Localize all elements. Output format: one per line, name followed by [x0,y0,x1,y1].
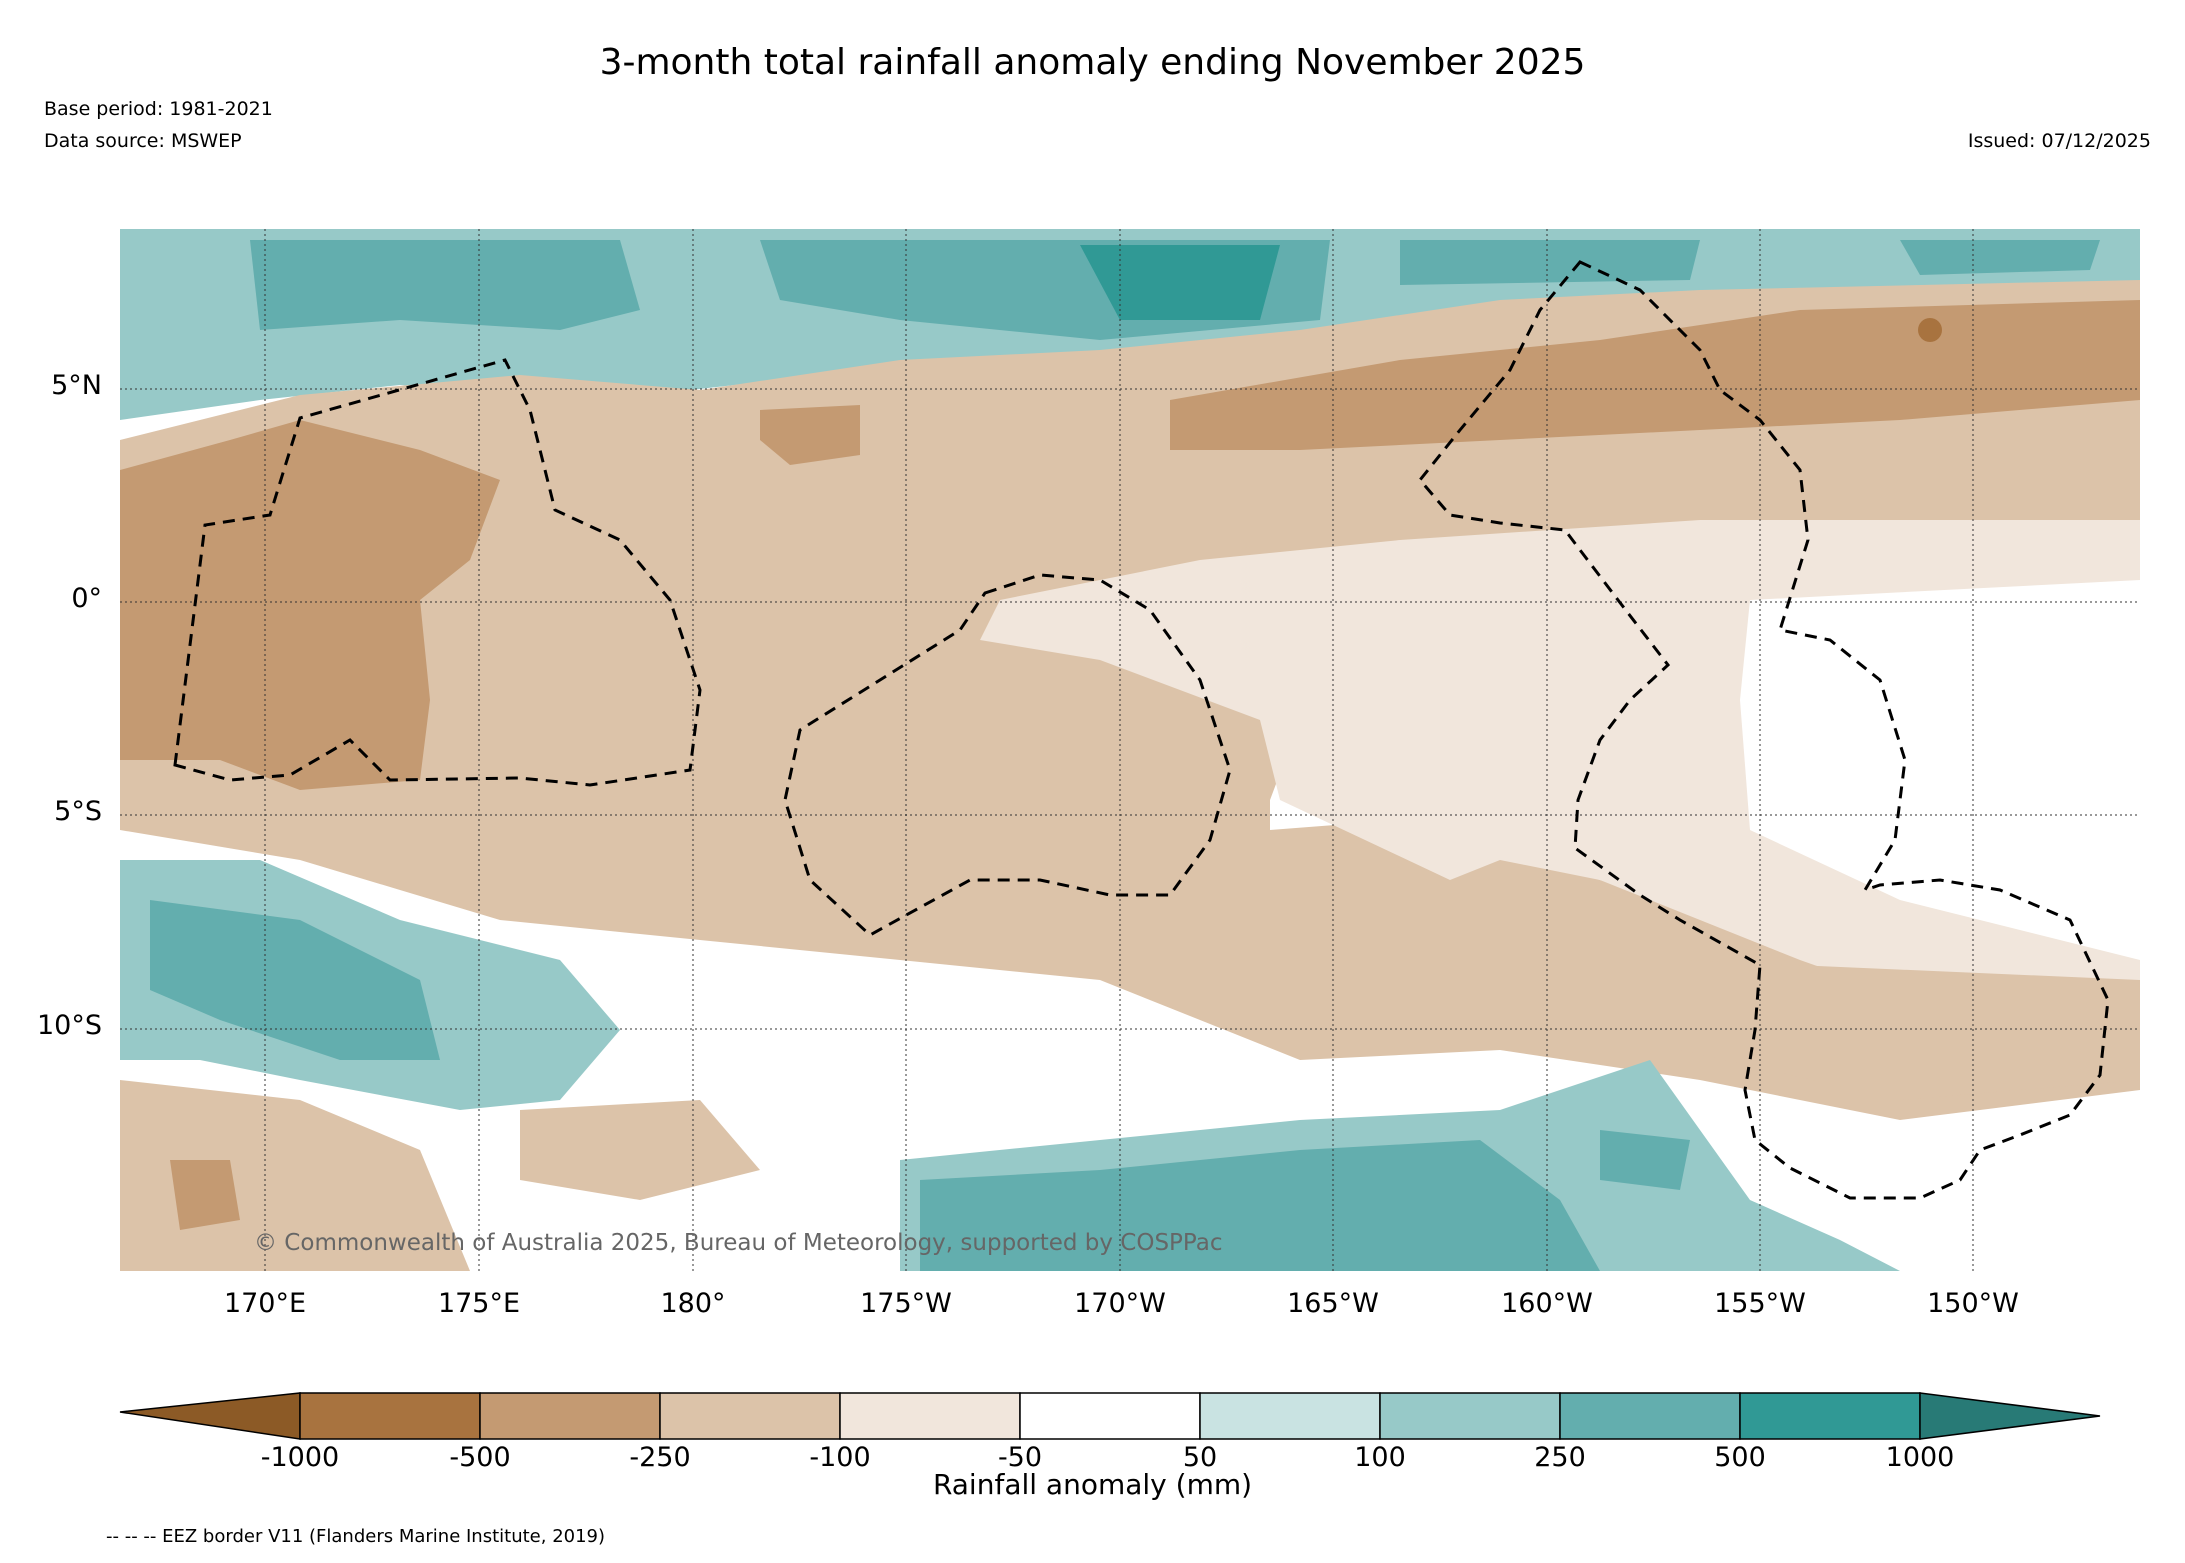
colorbar-tick: 250 [1534,1442,1586,1473]
issued-date: Issued: 07/12/2025 [1967,130,2151,152]
lon-label: 170°E [223,1288,307,1319]
lon-label: 165°W [1287,1288,1379,1319]
data-source: Data source: MSWEP [44,130,242,152]
lon-label: 180° [660,1288,726,1319]
colorbar-tick: 500 [1714,1442,1766,1473]
lon-label: 175°W [860,1288,952,1319]
lon-label: 170°W [1074,1288,1166,1319]
lat-label: 10°S [37,1010,102,1041]
colorbar [119,1392,2101,1440]
colorbar-bin-4 [839,1392,1021,1440]
lon-label: 155°W [1714,1288,1806,1319]
colorbar-bin-8 [1559,1392,1741,1440]
chart-title: 3-month total rainfall anomaly ending No… [599,42,1586,83]
anomaly-field [120,229,2140,1271]
colorbar-tick: 100 [1354,1442,1406,1473]
eez-borders [173,260,2110,1200]
colorbar-bin-7 [1379,1392,1561,1440]
lon-label: 160°W [1501,1288,1593,1319]
colorbar-tick: -50 [997,1442,1043,1473]
colorbar-tick: -1000 [260,1442,340,1473]
copyright-notice: © Commonwealth of Australia 2025, Bureau… [254,1230,1223,1256]
colorbar-tick: -250 [629,1442,691,1473]
colorbar-extend-low [119,1392,301,1440]
colorbar-extend-high [1919,1392,2101,1440]
colorbar-bin-2 [479,1392,661,1440]
colorbar-tick: 1000 [1885,1442,1955,1473]
colorbar-tick: 50 [1182,1442,1218,1473]
colorbar-bin-5 [1019,1392,1201,1440]
colorbar-bin-6 [1199,1392,1381,1440]
lat-label: 0° [71,583,102,614]
colorbar-bin-3 [659,1392,841,1440]
base-period: Base period: 1981-2021 [44,98,273,120]
colorbar-tick: -500 [449,1442,511,1473]
colorbar-bin-9 [1739,1392,1921,1440]
lat-label: 5°S [54,796,102,827]
lon-label: 150°W [1927,1288,2019,1319]
lat-label: 5°N [51,370,102,401]
eez-legend-note: -- -- -- EEZ border V11 (Flanders Marine… [106,1526,606,1547]
lon-label: 175°E [437,1288,521,1319]
colorbar-tick: -100 [809,1442,871,1473]
colorbar-title: Rainfall anomaly (mm) [932,1468,1253,1501]
colorbar-bin-1 [299,1392,481,1440]
